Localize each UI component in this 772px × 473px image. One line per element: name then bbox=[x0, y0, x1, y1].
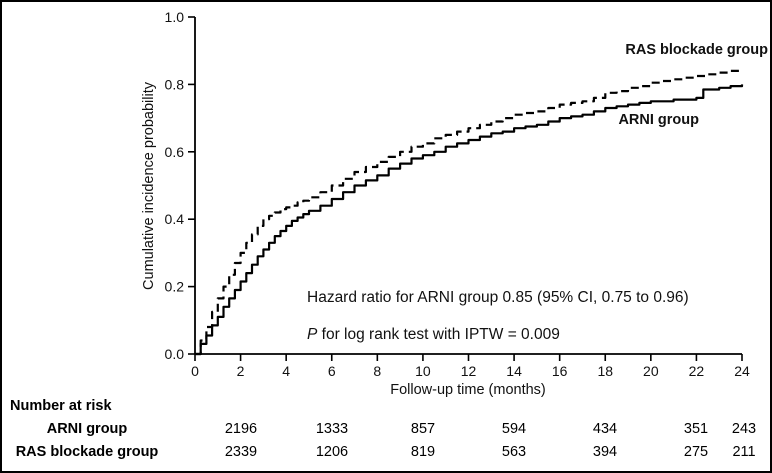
risk-count: 1206 bbox=[315, 444, 349, 460]
y-tick-label: 0.0 bbox=[165, 346, 185, 362]
x-axis-label: Follow-up time (months) bbox=[390, 382, 546, 398]
risk-count: 819 bbox=[410, 444, 436, 460]
y-tick-label: 0.4 bbox=[165, 211, 185, 227]
x-tick-label: 20 bbox=[643, 363, 659, 379]
risk-count: 351 bbox=[683, 421, 709, 437]
risk-row-arni: ARNI group 2196 1333 857 594 434 351 243 bbox=[2, 421, 770, 439]
y-tick-label: 0.2 bbox=[165, 279, 185, 295]
hazard-ratio-annotation: Hazard ratio for ARNI group 0.85 (95% CI… bbox=[307, 289, 689, 306]
risk-count: 394 bbox=[592, 444, 618, 460]
risk-count: 434 bbox=[592, 421, 618, 437]
x-tick-label: 18 bbox=[597, 363, 613, 379]
risk-count: 2196 bbox=[224, 421, 258, 437]
x-tick-label: 0 bbox=[191, 363, 199, 379]
p-value-annotation: P for log rank test with IPTW = 0.009 bbox=[307, 326, 560, 343]
x-tick-label: 2 bbox=[237, 363, 245, 379]
risk-row-label-ras: RAS blockade group bbox=[15, 444, 159, 460]
risk-table-title: Number at risk bbox=[10, 398, 112, 414]
risk-count: 1333 bbox=[315, 421, 349, 437]
x-tick-label: 10 bbox=[415, 363, 431, 379]
x-tick-label: 12 bbox=[461, 363, 477, 379]
x-tick-label: 16 bbox=[552, 363, 568, 379]
x-tick-label: 6 bbox=[328, 363, 336, 379]
curve-arni bbox=[195, 84, 744, 356]
risk-count: 211 bbox=[732, 444, 756, 460]
y-tick-label: 1.0 bbox=[165, 9, 185, 25]
y-tick-label: 0.6 bbox=[165, 144, 185, 160]
x-tick-label: 24 bbox=[734, 363, 750, 379]
x-tick-label: 22 bbox=[689, 363, 705, 379]
risk-count: 275 bbox=[683, 444, 709, 460]
risk-count: 563 bbox=[501, 444, 527, 460]
arni-curve-label: ARNI group bbox=[618, 112, 699, 128]
x-tick-label: 4 bbox=[282, 363, 290, 379]
risk-row-ras: RAS blockade group 2339 1206 819 563 394… bbox=[2, 444, 770, 462]
p-value-text: for log rank test with IPTW = 0.009 bbox=[317, 326, 560, 343]
risk-count: 857 bbox=[410, 421, 436, 437]
risk-count: 2339 bbox=[224, 444, 258, 460]
x-tick-label: 8 bbox=[373, 363, 381, 379]
p-value-symbol: P bbox=[307, 326, 318, 343]
risk-row-label-arni: ARNI group bbox=[46, 421, 128, 437]
x-tick-label: 14 bbox=[506, 363, 522, 379]
risk-count: 594 bbox=[501, 421, 527, 437]
ras-curve-label: RAS blockade group bbox=[625, 42, 768, 58]
curve-ras bbox=[195, 69, 744, 356]
y-axis-label: Cumulative incidence probability bbox=[141, 81, 157, 290]
y-tick-label: 0.8 bbox=[165, 76, 185, 92]
cumulative-incidence-chart: 0.00.20.40.60.81.00 2 4 6 8 10 12 14 16 18 20 22 24 … bbox=[141, 9, 768, 398]
risk-count: 243 bbox=[731, 421, 757, 437]
plot-layer: 0.00.20.40.60.81.00 2 4 6 8 10 12 14 16 18 20 22 24 bbox=[165, 9, 750, 379]
